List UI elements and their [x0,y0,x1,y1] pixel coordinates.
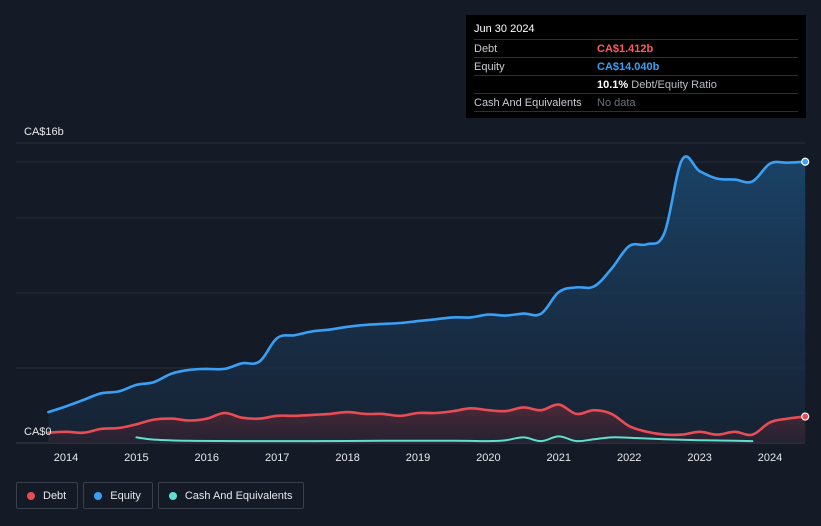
data-tooltip: Jun 30 2024 Debt CA$1.412b Equity CA$14.… [466,15,806,118]
legend-equity-label: Equity [110,489,141,502]
legend-debt-label: Debt [43,489,67,502]
tooltip-debt-label: Debt [474,42,498,55]
debt-line [47,403,807,437]
x-tick-2017: 2017 [265,452,289,464]
cash-and-equivalents-line [135,435,754,443]
tooltip-equity-label: Equity [474,60,505,73]
legend-debt-dot-icon [27,491,35,500]
series-areas [48,156,806,443]
x-tick-2016: 2016 [195,452,219,464]
legend-item-equity[interactable]: Equity [83,482,153,509]
legend-item-cash[interactable]: Cash And Equivalents [157,482,305,509]
legend-cash-dot-icon [168,491,177,500]
equity-end-marker [801,157,810,166]
tooltip-ratio-value: 10.1% [597,78,629,91]
tooltip-date: Jun 30 2024 [474,23,535,35]
x-tick-2021: 2021 [547,452,571,464]
y-axis-top-label: CA$16b [24,126,64,138]
tooltip-row-equity: Equity CA$14.040b [474,57,798,75]
x-tick-2024: 2024 [758,452,782,464]
y-axis-bottom-label: CA$0 [24,426,52,438]
debt-end-marker [801,412,810,421]
tooltip-ratio: 10.1% Debt/Equity Ratio [597,79,717,91]
tooltip-cash-label: Cash And Equivalents [474,96,582,109]
series-lines [47,155,807,443]
tooltip-debt-value: CA$1.412b [597,42,654,55]
equity-area [48,156,806,443]
x-tick-2014: 2014 [54,452,78,464]
x-tick-2022: 2022 [617,452,641,464]
tooltip-equity-value: CA$14.040b [597,60,660,73]
x-tick-2020: 2020 [476,452,500,464]
x-tick-2019: 2019 [406,452,430,464]
equity-line [47,155,807,414]
x-axis-ticks: 2014 2015 2016 2017 2018 2019 2020 2021 2022 2023… [54,452,782,464]
legend-item-debt[interactable]: Debt [16,482,79,509]
tooltip-ratio-suffix: Debt/Equity Ratio [631,78,717,91]
end-markers [801,157,810,421]
x-tick-2018: 2018 [335,452,359,464]
chart-legend: Debt Equity Cash And Equivalents [16,482,305,509]
tooltip-row-ratio: 10.1% Debt/Equity Ratio [474,75,798,93]
legend-equity-dot-icon [94,491,103,500]
tooltip-row-cash: Cash And Equivalents No data [474,93,798,112]
tooltip-cash-value: No data [597,96,636,109]
legend-cash-label: Cash And Equivalents [184,489,293,502]
tooltip-row-debt: Debt CA$1.412b [474,39,798,57]
debt-area [48,404,806,443]
x-tick-2015: 2015 [124,452,148,464]
x-tick-2023: 2023 [687,452,711,464]
